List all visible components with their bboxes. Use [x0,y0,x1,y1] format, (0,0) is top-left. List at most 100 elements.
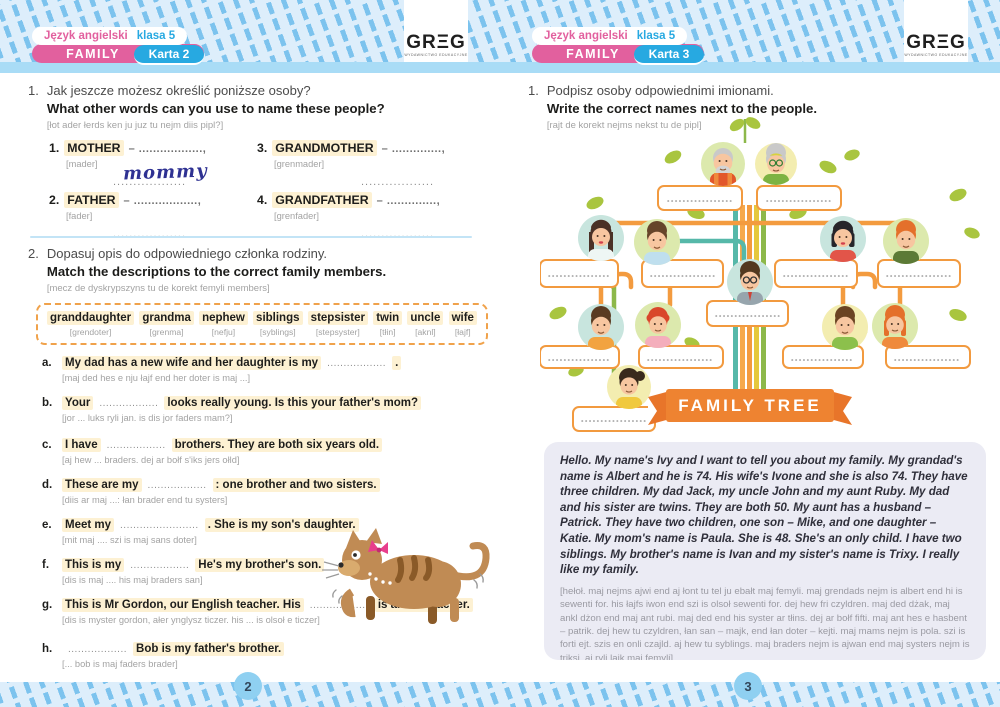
name-box[interactable] [774,259,858,288]
logo-tagline: WYDAWNICTWO EDUKACYJNE [404,53,468,57]
title-phonetic: [mecz de dyskrypszyns tu de korekt femyl… [46,283,270,295]
answer-line[interactable]: mommy .................. [113,161,249,188]
publisher-logo: GRΞG WYDAWNICTWO EDUKACYJNE [404,0,468,62]
exercise-1-header: 1. Podpisz osoby odpowiednimi imionami. … [528,83,968,131]
item-number: 2. [49,193,60,207]
grade-label: klasa 5 [636,30,676,42]
item-letter: g. [42,599,53,611]
sentence-item-c: c. I have .................. brothers. T… [42,438,482,465]
bank-phonetic: [nefju] [211,327,236,337]
bank-word: siblings [253,311,303,325]
vocab-word: GRANDMOTHER [272,140,377,156]
vocab-item-father: 2. FATHER – .................., [fader] … [49,192,249,240]
item-letter: b. [42,397,53,409]
vocab-item-mother: 1. MOTHER – .................., [mader] … [49,140,249,188]
title-polish: Podpisz osoby odpowiednimi imionami. [546,83,774,98]
sentence-after: . [392,356,402,370]
sentence-after: : one brother and two sisters. [212,478,380,492]
right-page: Język angielski klasa 5 FAMILY Karta 3 1… [500,0,1000,707]
sentence-phonetic: [... bob is maj faders brader] [62,659,178,669]
title-polish: Dopasuj opis do odpowiedniego członka ro… [46,246,328,261]
word-bank-entry: stepsister [stepsyster] [307,311,369,337]
sentence-item-f: f. This is my .................. He's my… [42,558,482,585]
avatar-cousin-boy [822,304,868,350]
exercise-titles: Jak jeszcze możesz określić poniższe oso… [47,83,385,131]
word-phonetic: [grenmader] [274,159,325,169]
vocab-word: FATHER [64,192,119,208]
sentence-before: This is Mr Gordon, our English teacher. … [62,598,304,612]
word-phonetic: [mader] [66,159,98,169]
cat-illustration [322,528,490,624]
blank-dots[interactable]: – .............., [376,195,441,207]
sentence-item-e: e. Meet my ........................ . Sh… [42,518,482,545]
name-box[interactable] [657,185,743,211]
logo-text: GRΞG [906,31,966,53]
bank-phonetic: [łajf] [454,327,471,337]
name-boxes [540,185,971,432]
subject-pill: Język angielski klasa 5 [532,27,688,45]
page-number-right: 3 [734,672,762,700]
avatar-grandmother [755,143,797,185]
word-bank-entry: siblings [syblings] [253,311,303,337]
publisher-logo: GRΞG WYDAWNICTWO EDUKACYJNE [904,0,968,62]
name-box[interactable] [877,259,961,288]
sentence-blank[interactable]: .................. [309,600,369,611]
title-phonetic: [łot ader łerds ken ju juz tu nejm diis … [46,120,224,132]
vocab-item-grandmother: 3. GRANDMOTHER – .............., [grenma… [257,140,477,188]
bank-word: twin [373,311,403,325]
word-phonetic: [grenfader] [274,211,319,221]
item-number: 4. [257,193,268,207]
item-letter: h. [42,643,53,655]
name-box[interactable] [756,185,842,211]
answer-dots: .................. [113,176,187,188]
sentence-item-a: a. My dad has a new wife and her daughte… [42,356,482,383]
sentence-item-b: b. Your .................. looks really … [42,396,482,423]
exercise-number: 2. [28,246,39,261]
item-letter: a. [42,357,52,369]
word-bank-entry: granddaughter [grendoter] [47,311,135,337]
sentence-after: Bob is my father's brother. [133,642,285,656]
answer-dots: .................. [361,228,435,240]
bank-word: nephew [199,311,248,325]
sentence-blank[interactable]: .................. [130,560,190,571]
sentence-after: looks really young. Is this your father'… [164,396,422,410]
avatar-ivy-little-girl [607,365,651,409]
story-phonetic: [hełoł. maj nejms ajwi end aj łont tu te… [560,585,970,660]
avatar-uncle-orange-hair [883,218,929,264]
sentence-blank[interactable]: .................. [68,644,128,655]
bank-phonetic: [grenma] [149,327,184,337]
name-box[interactable] [782,345,864,369]
blank-dots[interactable]: – .................., [128,143,207,155]
sentence-phonetic: [dis is maj .... his maj braders san] [62,575,203,585]
family-tree-banner: FAMILY TREE [648,389,852,425]
name-box[interactable] [638,345,724,369]
grade-label: klasa 5 [136,30,176,42]
answer-line[interactable]: .................. [361,228,477,240]
sentence-blank[interactable]: .................. [106,440,166,451]
word-bank-entry: uncle [aknl] [407,311,444,337]
avatar-cousin-girl [872,303,918,349]
story-text: Hello. My name's Ivy and I want to tell … [560,454,968,577]
sentence-blank[interactable]: .................. [327,358,387,369]
title-phonetic: [rajt de korekt nejms nekst tu de pipl] [546,120,702,132]
answer-line[interactable]: .................. [113,228,249,240]
name-box[interactable] [572,406,656,432]
sentence-phonetic: [dis is myster gordon, ałer ynglysz ticz… [62,615,320,625]
logo-text: GRΞG [406,31,466,53]
avatar-dad [634,219,680,265]
answer-dots: .................. [361,176,435,188]
name-box[interactable] [641,259,724,288]
sentence-blank[interactable]: ........................ [120,520,199,531]
name-box[interactable] [540,259,619,288]
sentence-blank[interactable]: .................. [147,480,207,491]
name-box[interactable] [885,345,971,369]
word-bank: granddaughter [grendoter] grandma [grenm… [36,303,488,345]
blank-dots[interactable]: – .............., [381,143,446,155]
cat-collar [368,572,392,585]
answer-line[interactable]: .................. [361,176,477,188]
bottom-pattern-band [0,682,1000,707]
blank-dots[interactable]: – .................., [123,195,202,207]
sentence-blank[interactable]: .................. [99,398,159,409]
exercise-number: 1. [28,83,39,98]
name-box[interactable] [540,345,620,369]
